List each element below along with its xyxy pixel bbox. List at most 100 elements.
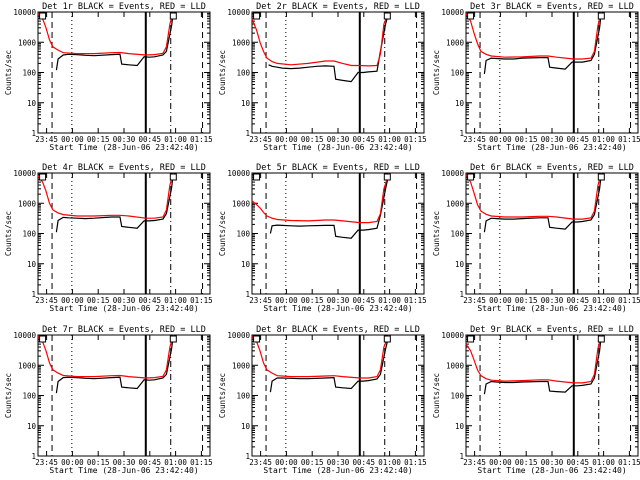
x-tick-label: 00:15 [301, 296, 324, 305]
y-tick-label: 10 [27, 260, 37, 269]
y-tick-label: 10000 [441, 169, 464, 178]
y-axis-label: Counts/sec [218, 211, 227, 256]
square-marker [253, 173, 261, 181]
y-tick-label: 100 [236, 230, 250, 239]
x-tick-label: 01:00 [378, 135, 401, 144]
y-tick-label: 1000 [446, 361, 465, 370]
x-tick-label: 00:15 [301, 135, 324, 144]
y-axis-label: Counts/sec [218, 50, 227, 95]
y-tick-label: 10 [27, 422, 37, 431]
plot-frame [37, 11, 211, 134]
x-tick-label: 00:30 [327, 296, 350, 305]
x-tick-label: 01:00 [592, 135, 615, 144]
series-events-line [55, 172, 174, 233]
x-tick-label: 00:00 [489, 296, 512, 305]
square-marker [383, 12, 391, 20]
chart-title: Det 8r BLACK = Events, RED = LLD [256, 325, 420, 335]
square-marker [467, 12, 475, 20]
square-marker [383, 173, 391, 181]
x-tick-label: 00:30 [327, 458, 350, 467]
y-tick-label: 1 [31, 129, 36, 138]
series-lld-line [37, 172, 174, 219]
y-tick-label: 1 [245, 129, 250, 138]
y-tick-label: 10 [241, 422, 251, 431]
y-tick-label: 10000 [441, 331, 464, 340]
square-marker [39, 12, 47, 20]
y-tick-label: 1 [459, 452, 464, 461]
plot-frame [465, 172, 639, 295]
chart-panel-5: Det 5r BLACK = Events, RED = LLD 1 10 100 10… [218, 163, 427, 313]
x-tick-label: 01:00 [378, 296, 401, 305]
series-events-line [483, 11, 602, 74]
x-tick-label: 23:45 [249, 135, 272, 144]
x-tick-label: 00:45 [353, 135, 376, 144]
x-tick-label: 00:15 [515, 135, 538, 144]
x-tick-label: 00:30 [541, 296, 564, 305]
x-tick-label: 01:00 [592, 458, 615, 467]
x-tick-label: 00:45 [567, 135, 590, 144]
x-tick-label: 23:45 [249, 296, 272, 305]
y-tick-label: 100 [22, 69, 36, 78]
chart-title: Det 7r BLACK = Events, RED = LLD [42, 325, 206, 335]
x-tick-label: 01:15 [190, 458, 213, 467]
x-tick-label: 00:45 [353, 296, 376, 305]
x-tick-label: 00:30 [113, 296, 136, 305]
x-axis-label: Start Time (28-Jun-06 23:42:40) [49, 304, 198, 313]
y-tick-label: 10 [27, 99, 37, 108]
y-tick-label: 10000 [227, 331, 250, 340]
x-tick-label: 00:15 [87, 135, 110, 144]
series-events-line [55, 11, 174, 71]
chart-panel-1: Det 1r BLACK = Events, RED = LLD 1 10 100 10… [4, 2, 213, 152]
square-marker [169, 12, 177, 20]
x-axis-label: Start Time (28-Jun-06 23:42:40) [49, 466, 198, 475]
series-lld-line [465, 172, 602, 220]
y-axis-label: Counts/sec [432, 50, 441, 95]
series-events-line [483, 334, 602, 395]
chart-panel-7: Det 7r BLACK = Events, RED = LLD 1 10 100 10… [4, 325, 213, 475]
x-tick-label: 01:15 [190, 296, 213, 305]
y-axis-label: Counts/sec [432, 373, 441, 418]
y-tick-label: 1000 [18, 199, 37, 208]
x-axis-label: Start Time (28-Jun-06 23:42:40) [477, 304, 626, 313]
series-lld-line [37, 334, 174, 379]
x-tick-label: 00:00 [275, 458, 298, 467]
x-tick-label: 01:00 [378, 458, 401, 467]
x-tick-label: 23:45 [35, 458, 58, 467]
series-lld-line [251, 11, 390, 67]
square-marker [597, 12, 605, 20]
y-axis-label: Counts/sec [4, 373, 13, 418]
x-tick-label: 00:00 [489, 458, 512, 467]
y-tick-label: 100 [236, 69, 250, 78]
x-axis-label: Start Time (28-Jun-06 23:42:40) [477, 466, 626, 475]
y-tick-label: 10 [455, 260, 465, 269]
chart-panel-4: Det 4r BLACK = Events, RED = LLD 1 10 100 10… [4, 163, 213, 313]
y-axis-label: Counts/sec [432, 211, 441, 256]
x-tick-label: 01:15 [404, 135, 427, 144]
y-tick-label: 1000 [232, 361, 251, 370]
x-tick-label: 23:45 [35, 296, 58, 305]
series-lld-line [37, 11, 174, 56]
y-tick-label: 1000 [18, 38, 37, 47]
x-axis-label: Start Time (28-Jun-06 23:42:40) [49, 143, 198, 152]
x-tick-label: 01:00 [164, 458, 187, 467]
y-tick-label: 1 [245, 452, 250, 461]
y-tick-label: 1 [459, 290, 464, 299]
x-tick-label: 00:45 [353, 458, 376, 467]
x-tick-label: 00:00 [275, 135, 298, 144]
x-tick-label: 00:45 [139, 458, 162, 467]
x-tick-label: 23:45 [463, 135, 486, 144]
x-tick-label: 01:00 [592, 296, 615, 305]
y-tick-label: 10 [241, 260, 251, 269]
chart-panel-2: Det 2r BLACK = Events, RED = LLD 1 10 100 10… [218, 2, 427, 152]
plot-frame [465, 334, 639, 457]
y-tick-label: 10 [455, 99, 465, 108]
x-tick-label: 01:15 [618, 296, 640, 305]
x-tick-label: 23:45 [463, 458, 486, 467]
chart-panel-9: Det 9r BLACK = Events, RED = LLD 1 10 100 10… [432, 325, 640, 475]
x-tick-label: 00:15 [87, 296, 110, 305]
x-tick-label: 23:45 [463, 296, 486, 305]
x-tick-label: 00:30 [327, 135, 350, 144]
x-tick-label: 00:00 [61, 135, 84, 144]
y-tick-label: 1000 [446, 38, 465, 47]
